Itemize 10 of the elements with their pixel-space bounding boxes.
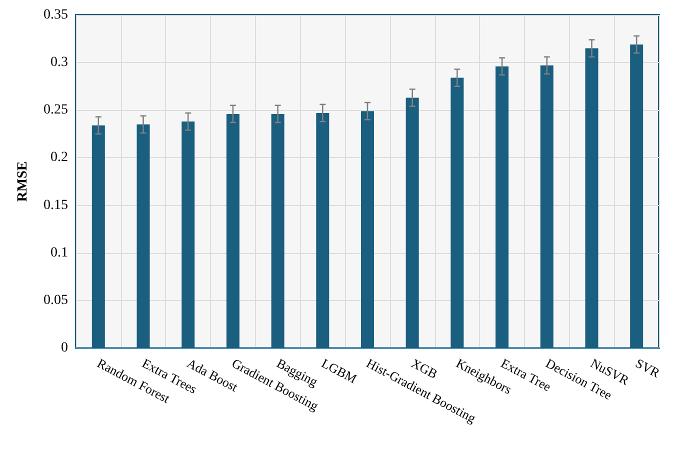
y-tick-label: 0.2 xyxy=(50,150,68,166)
y-axis-title: RMSE xyxy=(16,161,30,202)
y-tick-label: 0.35 xyxy=(44,8,68,22)
y-tick-label: 0.15 xyxy=(44,198,68,213)
y-tick-label: 0 xyxy=(61,340,68,356)
y-tick-label: 0.05 xyxy=(44,292,68,308)
y-tick-label: 0.25 xyxy=(44,102,68,118)
y-tick-label: 0.1 xyxy=(50,245,68,260)
x-tick-label: SVR xyxy=(633,355,663,381)
y-tick-label: 0.3 xyxy=(50,55,68,70)
